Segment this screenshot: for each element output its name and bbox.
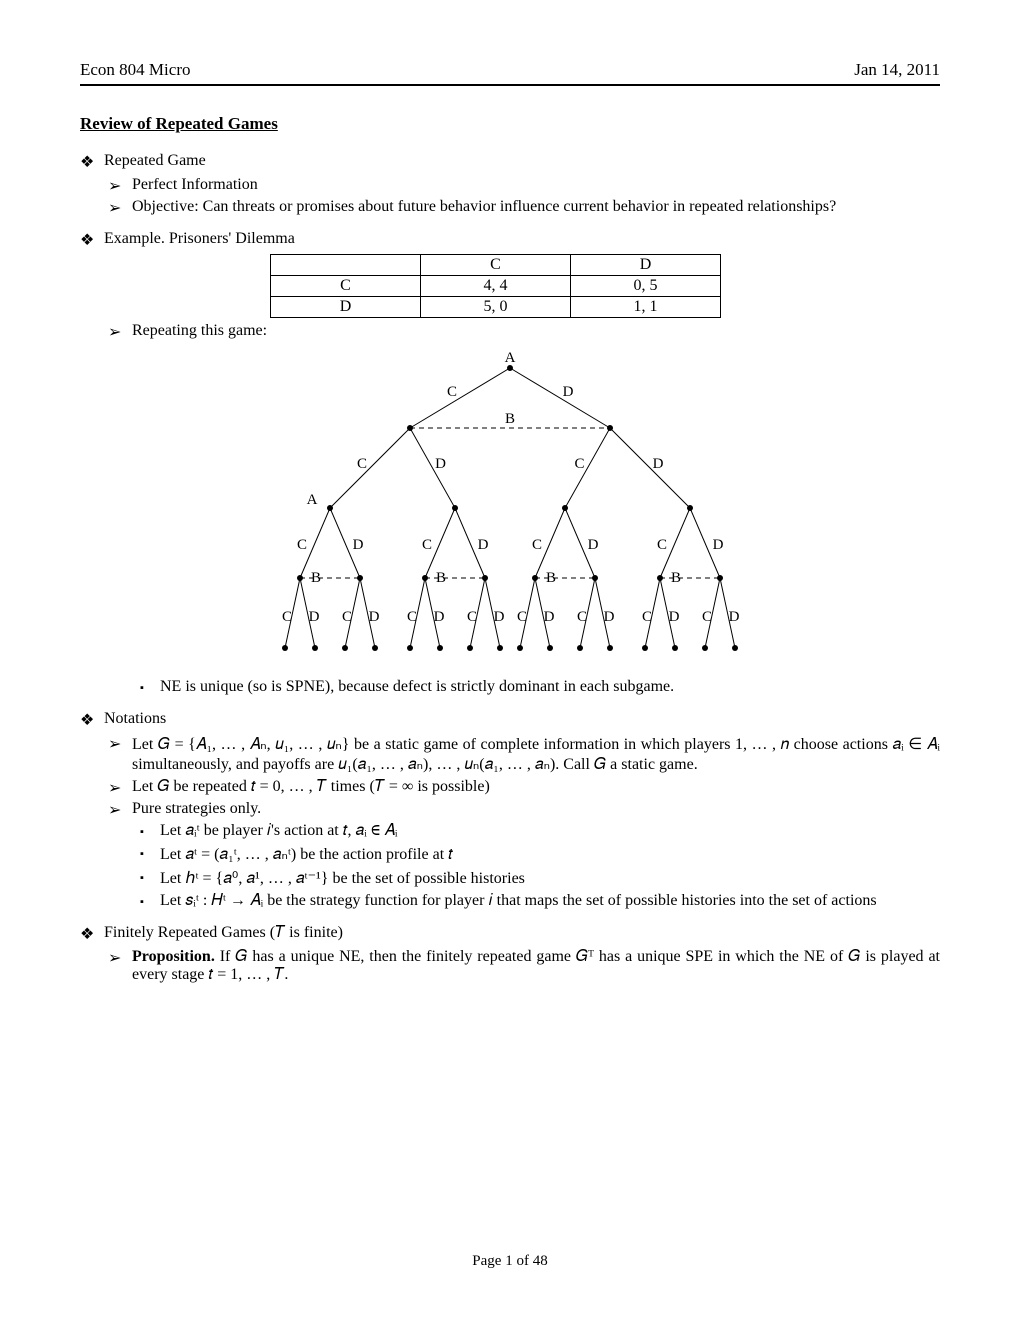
- svg-text:C: C: [467, 609, 477, 625]
- section-example: Example. Prisoners' Dilemma: [80, 230, 940, 248]
- svg-text:B: B: [311, 570, 321, 586]
- header-left: Econ 804 Micro: [80, 60, 190, 80]
- table-row-label: C: [271, 276, 421, 297]
- table-cell: 0, 5: [571, 276, 721, 297]
- list-item: Pure strategies only.: [80, 800, 940, 818]
- list-item: Repeating this game:: [80, 322, 940, 340]
- game-tree-diagram: CDABCDCDACDCDCDCDBBBBCDCDCDCDCDCDCDCD: [245, 348, 775, 668]
- svg-text:D: D: [494, 609, 505, 625]
- page-header: Econ 804 Micro Jan 14, 2011: [80, 60, 940, 86]
- svg-text:C: C: [517, 609, 527, 625]
- svg-text:D: D: [563, 384, 574, 400]
- list-item: Let 𝐺 = {𝐴₁, … , 𝐴ₙ, 𝑢₁, … , 𝑢ₙ} be a st…: [80, 734, 940, 774]
- svg-text:A: A: [307, 492, 318, 508]
- svg-text:C: C: [342, 609, 352, 625]
- svg-text:C: C: [447, 384, 457, 400]
- svg-text:C: C: [574, 456, 584, 472]
- list-item: Let 𝑠ᵢᵗ : 𝐻ᵗ → 𝐴ᵢ be the strategy functi…: [80, 892, 940, 910]
- proposition-text: If 𝐺 has a unique NE, then the finitely …: [132, 948, 940, 983]
- list-item: Let ℎᵗ = {𝑎⁰, 𝑎¹, … , 𝑎ᵗ⁻¹} be the set o…: [80, 868, 940, 888]
- section-notations: Notations: [80, 710, 940, 728]
- svg-text:D: D: [353, 537, 364, 553]
- svg-text:C: C: [657, 537, 667, 553]
- svg-text:D: D: [669, 609, 680, 625]
- proposition-label: Proposition.: [132, 948, 215, 965]
- table-cell: 5, 0: [421, 297, 571, 318]
- svg-text:C: C: [407, 609, 417, 625]
- table-cell: 1, 1: [571, 297, 721, 318]
- svg-text:D: D: [369, 609, 380, 625]
- table-row-label: D: [271, 297, 421, 318]
- svg-text:D: D: [478, 537, 489, 553]
- list-item: Let 𝑎ᵗ = (𝑎₁ᵗ, … , 𝑎ₙᵗ) be the action pr…: [80, 844, 940, 864]
- list-item: NE is unique (so is SPNE), because defec…: [80, 678, 940, 696]
- section-heading: Notations: [104, 710, 166, 727]
- svg-text:D: D: [434, 609, 445, 625]
- section-repeated-game: Repeated Game: [80, 152, 940, 170]
- svg-text:D: D: [713, 537, 724, 553]
- svg-text:C: C: [297, 537, 307, 553]
- svg-text:D: D: [653, 456, 664, 472]
- svg-text:C: C: [532, 537, 542, 553]
- svg-text:C: C: [357, 456, 367, 472]
- svg-text:D: D: [588, 537, 599, 553]
- header-right: Jan 14, 2011: [854, 60, 940, 80]
- svg-text:C: C: [577, 609, 587, 625]
- list-item: Let 𝑎ᵢᵗ be player 𝑖's action at 𝑡, 𝑎ᵢ ∈ …: [80, 822, 940, 840]
- section-heading: Example. Prisoners' Dilemma: [104, 230, 295, 247]
- table-header: C: [421, 255, 571, 276]
- svg-text:C: C: [642, 609, 652, 625]
- svg-text:A: A: [505, 350, 516, 366]
- list-item: Objective: Can threats or promises about…: [80, 198, 940, 216]
- section-heading: Repeated Game: [104, 152, 206, 169]
- page-title: Review of Repeated Games: [80, 114, 940, 134]
- table-header: D: [571, 255, 721, 276]
- svg-text:B: B: [671, 570, 681, 586]
- svg-text:D: D: [309, 609, 320, 625]
- list-item: Let 𝐺 be repeated 𝑡 = 0, … , 𝑇 times (𝑇 …: [80, 778, 940, 796]
- svg-text:D: D: [604, 609, 615, 625]
- svg-text:D: D: [544, 609, 555, 625]
- table-cell: 4, 4: [421, 276, 571, 297]
- svg-text:B: B: [436, 570, 446, 586]
- list-item: Proposition. If 𝐺 has a unique NE, then …: [80, 948, 940, 984]
- svg-text:C: C: [282, 609, 292, 625]
- page-footer: Page 1 of 48: [0, 1253, 1020, 1270]
- svg-text:D: D: [435, 456, 446, 472]
- list-item: Perfect Information: [80, 176, 940, 194]
- svg-text:C: C: [422, 537, 432, 553]
- section-finite: Finitely Repeated Games (𝑇 is finite): [80, 924, 940, 942]
- payoff-matrix: C D C 4, 4 0, 5 D 5, 0 1, 1: [270, 254, 721, 318]
- svg-text:D: D: [729, 609, 740, 625]
- section-heading: Finitely Repeated Games (𝑇 is finite): [104, 924, 343, 941]
- svg-text:C: C: [702, 609, 712, 625]
- svg-text:B: B: [546, 570, 556, 586]
- svg-text:B: B: [505, 411, 515, 427]
